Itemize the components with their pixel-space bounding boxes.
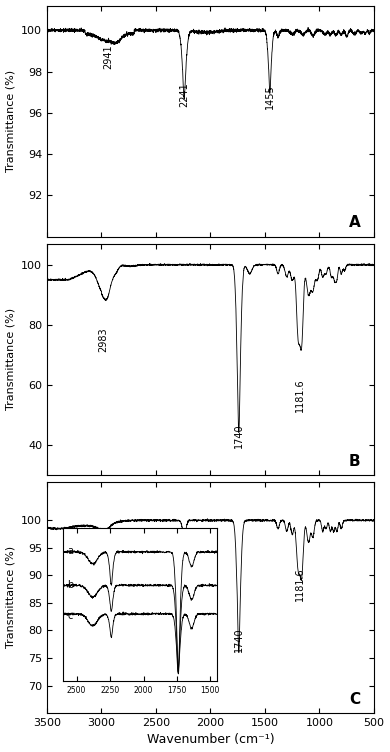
Text: B: B: [349, 453, 360, 468]
Text: 1455: 1455: [265, 84, 275, 109]
Text: 2941: 2941: [103, 45, 113, 69]
Text: 1740: 1740: [234, 628, 244, 652]
Text: 2241: 2241: [179, 82, 189, 107]
Text: 2983: 2983: [98, 328, 108, 353]
Text: A: A: [348, 215, 360, 230]
Text: 2241: 2241: [179, 537, 189, 562]
Text: 1740: 1740: [234, 424, 244, 448]
Text: 1181.6: 1181.6: [295, 567, 305, 601]
Y-axis label: Transmittance (%): Transmittance (%): [5, 70, 16, 172]
Text: C: C: [349, 692, 360, 707]
X-axis label: Wavenumber (cm⁻¹): Wavenumber (cm⁻¹): [147, 733, 274, 747]
Y-axis label: Transmittance (%): Transmittance (%): [5, 308, 16, 411]
Y-axis label: Transmittance (%): Transmittance (%): [5, 547, 16, 648]
Text: 1181.6: 1181.6: [295, 379, 305, 412]
